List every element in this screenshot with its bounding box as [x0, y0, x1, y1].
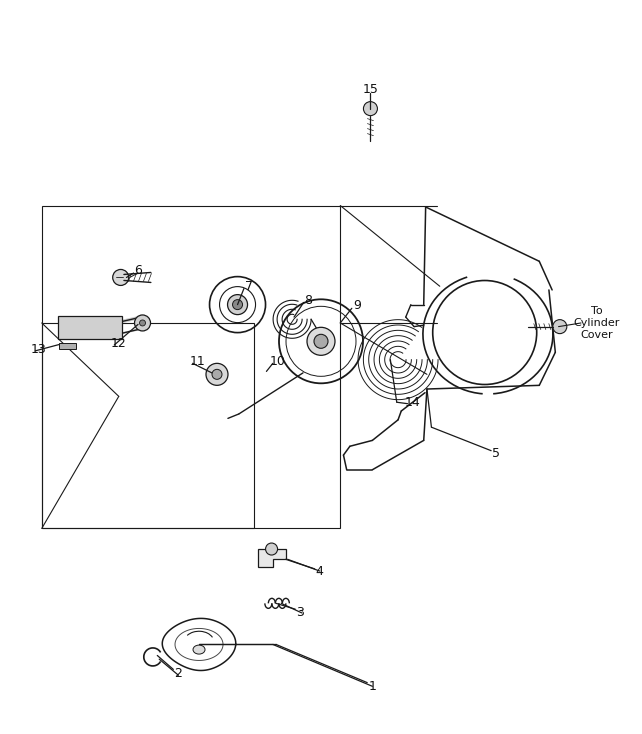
Text: 14: 14: [404, 396, 420, 409]
Text: 4: 4: [316, 564, 324, 578]
Circle shape: [135, 315, 150, 331]
Text: 7: 7: [245, 280, 253, 293]
Circle shape: [227, 294, 248, 315]
Circle shape: [363, 101, 377, 116]
Polygon shape: [58, 316, 122, 339]
Text: 8: 8: [304, 294, 312, 308]
Text: To
Cylinder
Cover: To Cylinder Cover: [574, 305, 620, 341]
Text: 3: 3: [297, 606, 304, 619]
Circle shape: [314, 334, 328, 349]
Circle shape: [232, 299, 243, 310]
Circle shape: [206, 363, 228, 385]
Circle shape: [139, 320, 146, 326]
Bar: [42, 206, 340, 528]
Circle shape: [212, 369, 222, 379]
Text: 12: 12: [111, 337, 126, 350]
Bar: [42, 323, 254, 528]
Ellipse shape: [193, 645, 205, 654]
Text: 15: 15: [363, 83, 378, 96]
Text: 1: 1: [369, 680, 376, 693]
Text: 2: 2: [175, 667, 182, 680]
Polygon shape: [258, 549, 286, 567]
Polygon shape: [59, 343, 76, 349]
Text: 6: 6: [134, 264, 142, 277]
Text: 10: 10: [270, 355, 285, 368]
Text: 11: 11: [190, 355, 205, 368]
Text: 9: 9: [353, 299, 361, 312]
Circle shape: [307, 327, 335, 355]
Circle shape: [266, 543, 277, 555]
Text: 5: 5: [492, 447, 499, 460]
Circle shape: [113, 269, 128, 286]
Circle shape: [553, 319, 567, 334]
Text: 13: 13: [31, 343, 46, 356]
